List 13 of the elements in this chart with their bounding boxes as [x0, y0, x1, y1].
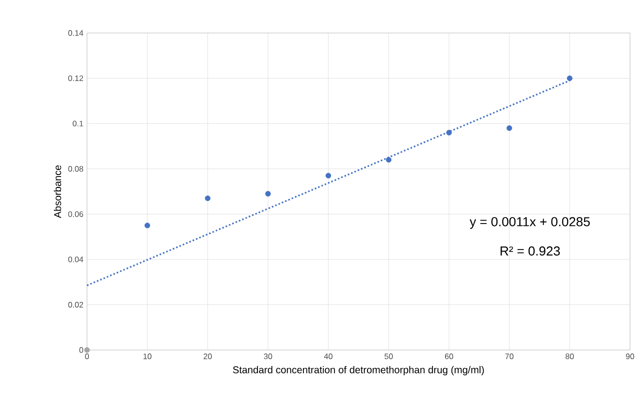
point [204, 196, 210, 202]
point [506, 125, 512, 131]
point [386, 157, 392, 163]
point [326, 172, 332, 178]
point [566, 75, 572, 82]
point [265, 190, 271, 197]
point [446, 130, 452, 136]
y-axis-title: Absorbance [54, 165, 62, 218]
annotation: R² = 0.923 [500, 246, 560, 256]
point [144, 222, 150, 228]
annotation: y = 0.0011x + 0.0285 [470, 217, 590, 229]
point [84, 347, 90, 353]
x-axis-title: Standard concentration of detromethorphan drug (mg/ml) [232, 366, 484, 376]
